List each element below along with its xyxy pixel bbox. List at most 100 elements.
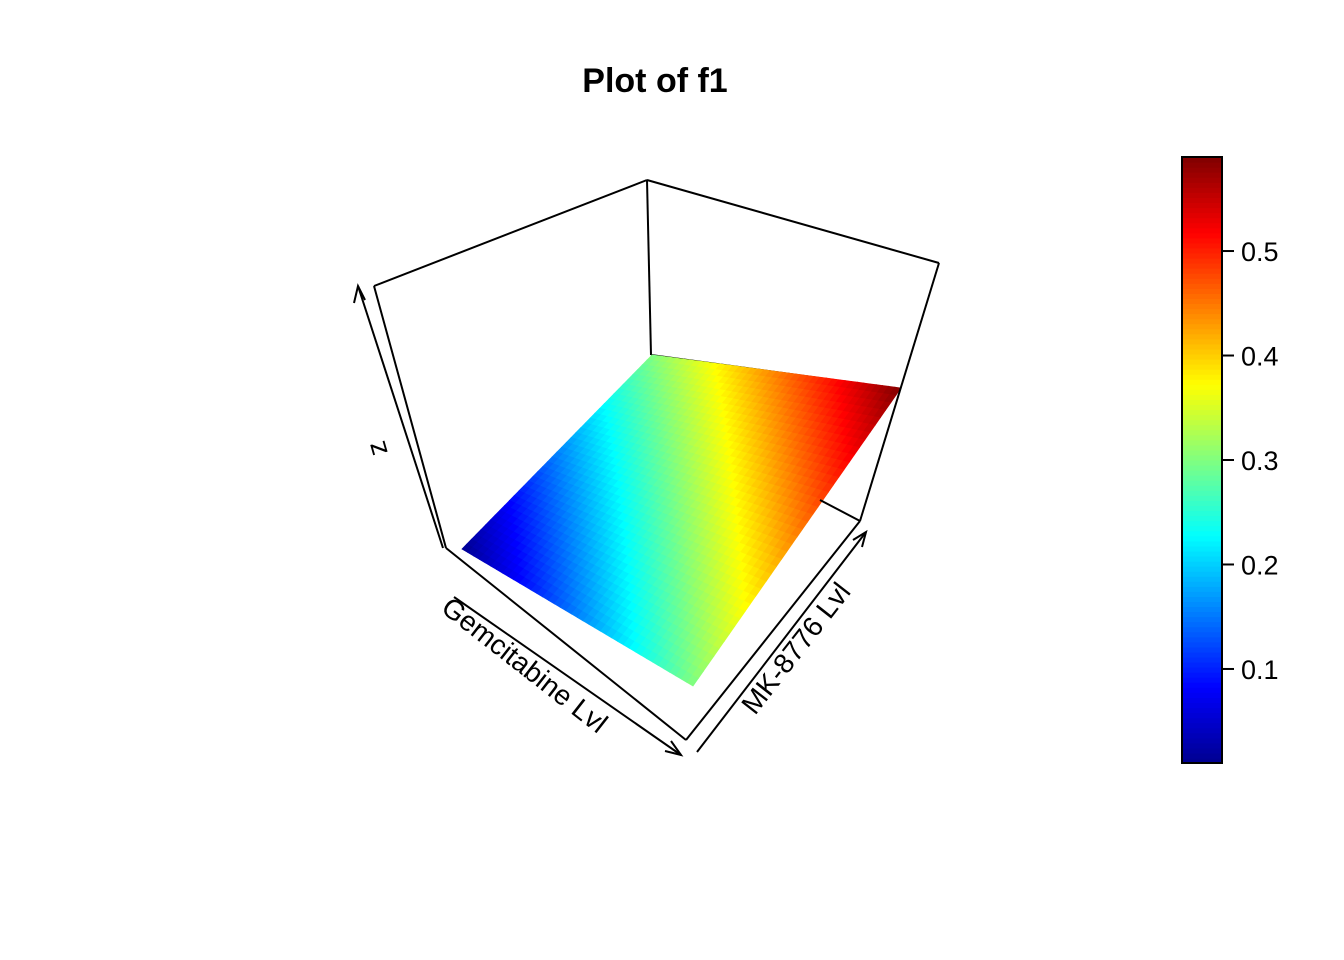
colorbar-cell — [1182, 323, 1222, 330]
colorbar-cell — [1182, 172, 1222, 178]
colorbar-cell — [1182, 545, 1222, 552]
colorbar-cell — [1182, 298, 1222, 305]
colorbar-cell — [1182, 419, 1222, 426]
colorbar-cell — [1182, 576, 1222, 582]
surface-mesh — [461, 354, 902, 687]
z-axis-arrow — [357, 285, 444, 549]
colorbar-cell — [1182, 692, 1222, 698]
colorbar-cell — [1182, 611, 1222, 618]
x-axis-arrowhead — [664, 740, 684, 757]
colorbar-cell — [1182, 540, 1222, 547]
colorbar-cell — [1182, 485, 1222, 491]
colorbar-cell — [1182, 727, 1222, 734]
colorbar-cell — [1182, 222, 1222, 229]
colorbar-cell — [1182, 717, 1222, 724]
colorbar-cell — [1182, 470, 1222, 476]
colorbar-cell — [1182, 303, 1222, 310]
colorbar-cell — [1182, 268, 1222, 274]
y-axis-arrowhead — [852, 529, 868, 548]
colorbar-cell — [1182, 212, 1222, 219]
colorbar-cell — [1182, 207, 1222, 214]
colorbar-cell — [1182, 520, 1222, 527]
colorbar-cell — [1182, 707, 1222, 714]
colorbar-cell — [1182, 561, 1222, 567]
colorbar-tick-label: 0.5 — [1241, 237, 1279, 267]
colorbar-cell — [1182, 510, 1222, 517]
colorbar-cell — [1182, 732, 1222, 739]
colorbar-tick-label: 0.1 — [1241, 655, 1279, 685]
colorbar-cell — [1182, 394, 1222, 400]
y-axis-arrow — [696, 531, 867, 753]
colorbar-cell — [1182, 227, 1222, 234]
colorbar-cell — [1182, 409, 1222, 416]
colorbar-cell — [1182, 424, 1222, 431]
colorbar-cell — [1182, 414, 1222, 421]
colorbar-cell — [1182, 641, 1222, 648]
box-edge-back-vertical — [646, 179, 652, 356]
axis-arrows — [353, 283, 868, 757]
z-axis-label: z — [360, 438, 394, 460]
colorbar: 0.1 0.2 0.3 0.4 0.5 — [1181, 156, 1279, 764]
colorbar-cell — [1182, 581, 1222, 587]
colorbar-cell — [1182, 333, 1222, 340]
colorbar-cell — [1182, 162, 1222, 168]
colorbar-cell — [1182, 596, 1222, 602]
box-front-edges — [373, 262, 940, 741]
colorbar-cell — [1182, 197, 1222, 204]
colorbar-cell — [1182, 217, 1222, 224]
colorbar-cell — [1182, 278, 1222, 284]
colorbar-cell — [1182, 232, 1222, 239]
colorbar-cell — [1182, 500, 1222, 507]
colorbar-cell — [1182, 682, 1222, 688]
chart-title: Plot of f1 — [582, 62, 727, 100]
colorbar-cell — [1182, 338, 1222, 345]
colorbar-ticks: 0.1 0.2 0.3 0.4 0.5 — [1222, 237, 1279, 685]
colorbar-cell — [1182, 359, 1222, 365]
colorbar-cell — [1182, 177, 1222, 183]
colorbar-cell — [1182, 530, 1222, 537]
colorbar-cell — [1182, 651, 1222, 658]
colorbar-cell — [1182, 646, 1222, 653]
colorbar-tick-label: 0.4 — [1241, 342, 1279, 372]
box-edge-bottom-right — [685, 520, 861, 741]
colorbar-cell — [1182, 460, 1222, 466]
colorbar-cell — [1182, 313, 1222, 320]
colorbar-cell — [1182, 379, 1222, 385]
colorbar-cell — [1182, 697, 1222, 703]
box-edge-floor-back-right — [819, 499, 861, 522]
colorbar-cell — [1182, 308, 1222, 315]
colorbar-cell — [1182, 490, 1222, 496]
x-axis-arrow — [453, 596, 682, 756]
colorbar-cell — [1182, 571, 1222, 577]
colorbar-cell — [1182, 712, 1222, 719]
colorbar-cell — [1182, 399, 1222, 406]
colorbar-cell — [1182, 247, 1222, 254]
colorbar-cell — [1182, 167, 1222, 173]
colorbar-cell — [1182, 465, 1222, 471]
colorbar-cell — [1182, 283, 1222, 289]
colorbar-cell — [1182, 702, 1222, 709]
colorbar-cell — [1182, 566, 1222, 572]
colorbar-cell — [1182, 263, 1222, 269]
colorbar-cell — [1182, 404, 1222, 411]
colorbar-cell — [1182, 591, 1222, 597]
box-edge-left-vertical — [373, 285, 447, 549]
colorbar-cell — [1182, 192, 1222, 198]
box-edge-right-vertical — [859, 262, 940, 522]
colorbar-cell — [1182, 626, 1222, 633]
colorbar-cell — [1182, 631, 1222, 638]
colorbar-cell — [1182, 636, 1222, 643]
colorbar-cell — [1182, 495, 1222, 501]
colorbar-cell — [1182, 515, 1222, 522]
colorbar-cell — [1182, 454, 1222, 461]
colorbar-cell — [1182, 722, 1222, 729]
colorbar-cell — [1182, 444, 1222, 451]
colorbar-cell — [1182, 737, 1222, 744]
colorbar-cell — [1182, 389, 1222, 395]
colorbar-tick-label: 0.3 — [1241, 446, 1279, 476]
colorbar-cell — [1182, 202, 1222, 209]
colorbar-cell — [1182, 535, 1222, 542]
box-edge-bottom-left — [445, 547, 687, 741]
colorbar-cell — [1182, 273, 1222, 279]
colorbar-cell — [1182, 369, 1222, 375]
